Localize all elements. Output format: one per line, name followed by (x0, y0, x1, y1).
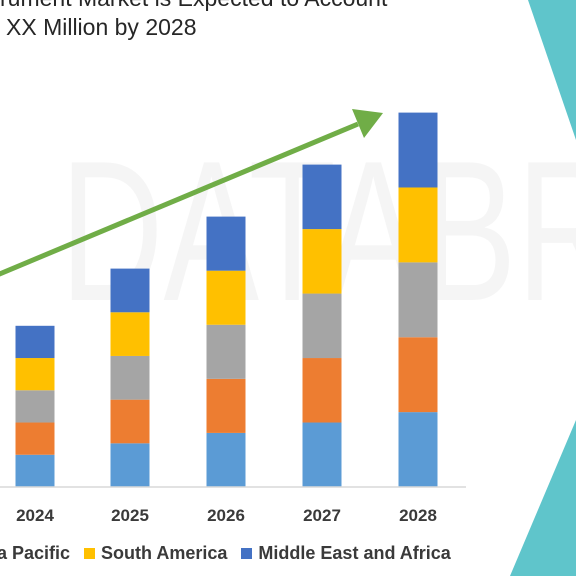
bar-segment-2025-middle-east-and-africa (110, 268, 150, 313)
legend-label-asia-pacific: ia Pacific (0, 543, 71, 563)
x-tick-label-2028: 2028 (399, 506, 437, 525)
bar-segment-2027-south-america (302, 229, 342, 294)
legend-item-asia-pacific: ia Pacific (0, 543, 70, 564)
teal-accent-top (528, 0, 576, 140)
legend-label-south-america: South America (101, 543, 228, 563)
bar-segment-2024-south-america (15, 358, 55, 391)
bar-segment-2025-asia-pacific (110, 355, 150, 400)
chart-title-line-2: XX Million by 2028 (6, 14, 197, 40)
chart-title-line-1: rument Market is Expected to Account (0, 0, 387, 12)
x-tick-label-2027: 2027 (303, 506, 341, 525)
bar-segment-2026-middle-east-and-africa (206, 216, 246, 271)
bar-segment-2025-north-america (110, 443, 150, 487)
bar-segment-2028-europe (398, 337, 438, 413)
bar-segment-2027-asia-pacific (302, 293, 342, 359)
bar-segment-2028-middle-east-and-africa (398, 112, 438, 188)
x-tick-label-2026: 2026 (207, 506, 245, 525)
legend-swatch-south-america (84, 548, 96, 559)
bar-segment-2028-south-america (398, 187, 438, 263)
bar-segment-2027-europe (302, 358, 342, 423)
x-tick-label-2024: 2024 (16, 506, 54, 525)
trend-arrow-line (0, 121, 359, 277)
bar-segment-2026-south-america (206, 270, 246, 325)
bar-segment-2025-europe (110, 399, 150, 444)
bar-segment-2026-asia-pacific (206, 324, 246, 379)
teal-accent-bottom (510, 420, 576, 576)
bar-segment-2028-north-america (398, 412, 438, 487)
bar-segment-2024-middle-east-and-africa (15, 325, 55, 359)
trend-arrowhead (352, 109, 383, 138)
bar-segment-2026-north-america (206, 432, 246, 487)
legend-swatch-middle-east-africa (241, 548, 253, 559)
legend-label-middle-east-africa: Middle East and Africa (258, 543, 451, 563)
bar-segment-2025-south-america (110, 312, 150, 356)
bar-segment-2028-asia-pacific (398, 262, 438, 338)
bar-segment-2026-europe (206, 378, 246, 433)
bar-segment-2024-north-america (15, 454, 55, 487)
legend-item-south-america: South America (84, 543, 227, 564)
x-tick-label-2025: 2025 (111, 506, 149, 525)
legend: ia Pacific South America Middle East and… (0, 543, 451, 564)
bar-segment-2027-middle-east-and-africa (302, 164, 342, 230)
legend-item-middle-east-africa: Middle East and Africa (241, 543, 451, 564)
bar-segment-2024-europe (15, 422, 55, 455)
bar-segment-2027-north-america (302, 422, 342, 487)
bar-segment-2024-asia-pacific (15, 390, 55, 423)
